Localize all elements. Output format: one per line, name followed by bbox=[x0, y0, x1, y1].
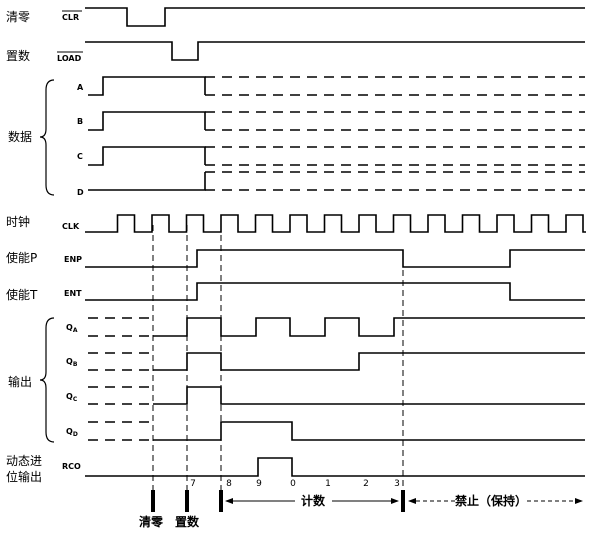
wave-c-dashed bbox=[205, 146, 585, 166]
signal-qd: QD bbox=[66, 427, 78, 438]
wave-load bbox=[85, 41, 585, 61]
signal-clr: CLR bbox=[62, 13, 79, 22]
sub: C bbox=[73, 396, 78, 403]
marker bbox=[151, 490, 155, 512]
wave-rco bbox=[85, 457, 585, 477]
signal-clk: CLK bbox=[62, 222, 80, 231]
wave-b-dashed bbox=[205, 111, 585, 131]
label-data: 数据 bbox=[8, 129, 32, 144]
count-label: 0 bbox=[290, 479, 296, 489]
wave-qd bbox=[153, 421, 585, 441]
wave-a-dashed bbox=[205, 76, 585, 96]
count-label: 8 bbox=[226, 479, 232, 489]
signal-d: D bbox=[77, 188, 84, 197]
q: Q bbox=[66, 357, 73, 366]
label-ent: 使能T bbox=[6, 287, 38, 302]
label-load: 置数 bbox=[6, 48, 30, 63]
wave-enp bbox=[85, 249, 585, 268]
signal-c: C bbox=[77, 152, 83, 161]
label-output: 输出 bbox=[8, 374, 32, 389]
sub: D bbox=[73, 431, 78, 438]
outputs-unknown bbox=[88, 317, 150, 441]
wave-c bbox=[88, 146, 206, 166]
count-label: 2 bbox=[363, 479, 369, 489]
label-clear-bottom: 清零 bbox=[139, 514, 164, 529]
signal-enp: ENP bbox=[64, 255, 82, 264]
wave-d-dashed bbox=[205, 171, 585, 191]
count-label: 3 bbox=[394, 479, 400, 489]
signal-qa: QA bbox=[66, 323, 78, 334]
label-inhibit: 禁止（保持） bbox=[455, 493, 527, 508]
signal-load: LOAD bbox=[57, 54, 82, 63]
q: Q bbox=[66, 323, 73, 332]
sub: A bbox=[73, 327, 78, 334]
signal-ent: ENT bbox=[64, 289, 82, 298]
wave-b bbox=[88, 111, 206, 131]
wave-clk bbox=[85, 214, 586, 233]
label-rco-2: 位输出 bbox=[6, 469, 42, 484]
count-label: 7 bbox=[190, 479, 196, 489]
marker bbox=[185, 490, 189, 512]
signal-a: A bbox=[77, 83, 84, 92]
wave-qb bbox=[153, 352, 585, 371]
wave-qc bbox=[153, 386, 585, 405]
label-count: 计数 bbox=[301, 493, 326, 508]
sub: B bbox=[73, 361, 78, 368]
q: Q bbox=[66, 392, 73, 401]
wave-clr bbox=[85, 7, 585, 27]
q: Q bbox=[66, 427, 73, 436]
label-rco-1: 动态进 bbox=[6, 454, 42, 468]
wave-ent bbox=[85, 282, 585, 301]
signal-qc: QC bbox=[66, 392, 78, 403]
label-enp: 使能P bbox=[6, 250, 37, 265]
count-label: 9 bbox=[256, 479, 262, 489]
label-clear: 清零 bbox=[6, 10, 30, 24]
wave-a bbox=[88, 76, 206, 96]
signal-qb: QB bbox=[66, 357, 78, 368]
wave-qa bbox=[153, 317, 585, 337]
brace-output bbox=[39, 317, 55, 443]
count-label: 1 bbox=[325, 479, 331, 489]
wave-d bbox=[88, 172, 206, 191]
label-clock: 时钟 bbox=[6, 214, 30, 229]
signal-b: B bbox=[77, 117, 83, 126]
marker bbox=[401, 490, 405, 512]
label-load-bottom: 置数 bbox=[175, 514, 200, 529]
signal-rco: RCO bbox=[62, 462, 81, 471]
brace-data bbox=[39, 79, 55, 196]
marker bbox=[219, 490, 223, 512]
